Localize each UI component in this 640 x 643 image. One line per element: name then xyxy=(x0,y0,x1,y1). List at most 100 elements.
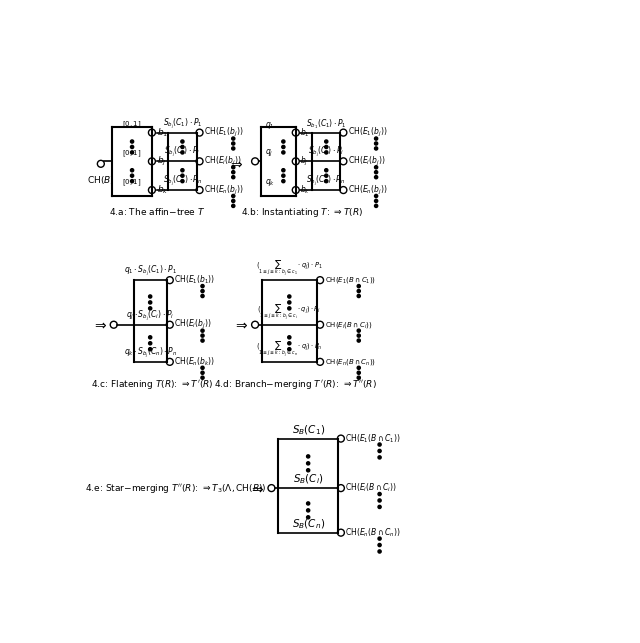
Text: $\mathrm{CH}(E_n(b_k))$: $\mathrm{CH}(E_n(b_k))$ xyxy=(174,356,215,368)
Circle shape xyxy=(282,179,285,183)
Text: $\mathrm{CH}(E_1(b_j))$: $\mathrm{CH}(E_1(b_j))$ xyxy=(348,126,387,139)
Circle shape xyxy=(232,170,235,174)
Circle shape xyxy=(307,455,310,458)
Circle shape xyxy=(282,140,285,143)
Circle shape xyxy=(201,339,204,342)
Circle shape xyxy=(378,499,381,502)
Text: $(\sum_{1\leq j\leq k\,:\,b_j\in c_n}\cdot q_j)\cdot P_n$: $(\sum_{1\leq j\leq k\,:\,b_j\in c_n}\cd… xyxy=(256,340,323,360)
Circle shape xyxy=(232,147,235,150)
Text: $(\sum_{1\leq j\leq k\,:\,b_j\in c_i}\cdot q_j)\cdot P_i$: $(\sum_{1\leq j\leq k\,:\,b_j\in c_i}\cd… xyxy=(257,303,321,323)
Text: $S_{b_j}(C_n)\cdot P_n$: $S_{b_j}(C_n)\cdot P_n$ xyxy=(163,174,202,188)
Text: $[0,1]$: $[0,1]$ xyxy=(122,120,142,130)
Circle shape xyxy=(288,307,291,310)
Text: $\mathrm{CH}(E_1(b_1))$: $\mathrm{CH}(E_1(b_1))$ xyxy=(174,274,216,286)
Text: $q_k\cdot S_{b_j}(C_n)\cdot P_n$: $q_k\cdot S_{b_j}(C_n)\cdot P_n$ xyxy=(124,345,177,360)
Circle shape xyxy=(201,289,204,293)
Text: $\mathrm{CH}(B)$: $\mathrm{CH}(B)$ xyxy=(87,174,115,186)
Text: $S_{b_j}(C_i)\cdot P_i$: $S_{b_j}(C_i)\cdot P_i$ xyxy=(308,145,344,159)
Circle shape xyxy=(374,137,378,140)
Circle shape xyxy=(232,137,235,140)
Circle shape xyxy=(357,371,360,374)
Circle shape xyxy=(131,179,134,183)
Circle shape xyxy=(324,168,328,172)
Circle shape xyxy=(324,145,328,149)
Text: $\mathrm{CH}(E_1(b_j))$: $\mathrm{CH}(E_1(b_j))$ xyxy=(205,126,244,139)
Circle shape xyxy=(288,301,291,304)
Circle shape xyxy=(324,174,328,177)
Circle shape xyxy=(201,329,204,332)
Circle shape xyxy=(378,443,381,446)
Circle shape xyxy=(324,140,328,143)
Text: 4.d: Branch$-$merging $T'(R)$: $\Rightarrow T''(R)$: 4.d: Branch$-$merging $T'(R)$: $\Rightar… xyxy=(214,377,377,391)
Text: 4.e: Star$-$merging $T''(R)$: $\Rightarrow T_3(\Lambda, \mathrm{CH}(B))$: 4.e: Star$-$merging $T''(R)$: $\Rightarr… xyxy=(85,482,267,494)
Text: $\Rightarrow$: $\Rightarrow$ xyxy=(249,481,265,495)
Text: $q_j\cdot S_{b_j}(C_i)\cdot P_i$: $q_j\cdot S_{b_j}(C_i)\cdot P_i$ xyxy=(126,308,174,323)
Text: $\mathrm{CH}(E_i(B\cap C_i))$: $\mathrm{CH}(E_i(B\cap C_i))$ xyxy=(324,320,372,330)
Circle shape xyxy=(307,469,310,472)
Text: $S_B(C_i)$: $S_B(C_i)$ xyxy=(293,473,323,486)
Circle shape xyxy=(282,145,285,149)
Circle shape xyxy=(378,493,381,496)
Text: $q_j$: $q_j$ xyxy=(264,149,273,159)
Text: $\mathrm{CH}(E_i(b_j))$: $\mathrm{CH}(E_i(b_j))$ xyxy=(174,318,212,331)
Circle shape xyxy=(131,174,134,177)
Circle shape xyxy=(232,199,235,203)
Circle shape xyxy=(131,168,134,172)
Text: $\mathrm{CH}(E_1(B\cap C_1))$: $\mathrm{CH}(E_1(B\cap C_1))$ xyxy=(324,275,376,285)
Circle shape xyxy=(374,176,378,179)
Circle shape xyxy=(232,166,235,169)
Text: $\mathrm{CH}(E_n(b_j))$: $\mathrm{CH}(E_n(b_j))$ xyxy=(205,183,244,197)
Circle shape xyxy=(357,289,360,293)
Circle shape xyxy=(324,151,328,154)
Circle shape xyxy=(201,376,204,379)
Circle shape xyxy=(378,505,381,509)
Circle shape xyxy=(131,140,134,143)
Circle shape xyxy=(282,174,285,177)
Text: $\Rightarrow$: $\Rightarrow$ xyxy=(234,318,249,332)
Text: $q_k$: $q_k$ xyxy=(264,177,275,188)
Text: $q_1$: $q_1$ xyxy=(264,120,274,131)
Circle shape xyxy=(374,204,378,208)
Text: $S_{b_j}(C_1)\cdot P_1$: $S_{b_j}(C_1)\cdot P_1$ xyxy=(163,116,202,131)
Text: $\Rightarrow$: $\Rightarrow$ xyxy=(228,157,244,171)
Circle shape xyxy=(357,334,360,337)
Circle shape xyxy=(288,341,291,345)
Text: 4.b: Instantiating $T$: $\Rightarrow T(R)$: 4.b: Instantiating $T$: $\Rightarrow T(R… xyxy=(241,206,364,219)
Text: $\Rightarrow$: $\Rightarrow$ xyxy=(92,318,108,332)
Text: $\mathrm{CH}(E_n(B\cap C_n))$: $\mathrm{CH}(E_n(B\cap C_n))$ xyxy=(324,357,376,367)
Circle shape xyxy=(181,174,184,177)
Circle shape xyxy=(374,147,378,150)
Circle shape xyxy=(357,294,360,298)
Circle shape xyxy=(181,168,184,172)
Text: $[0,1]$: $[0,1]$ xyxy=(122,149,142,159)
Text: $q_1\cdot S_{b_j}(C_1)\cdot P_1$: $q_1\cdot S_{b_j}(C_1)\cdot P_1$ xyxy=(124,264,177,278)
Circle shape xyxy=(378,550,381,553)
Text: $b_j$: $b_j$ xyxy=(157,155,167,168)
Circle shape xyxy=(357,284,360,287)
Circle shape xyxy=(378,543,381,547)
Text: $b_1$: $b_1$ xyxy=(157,127,168,139)
Circle shape xyxy=(374,199,378,203)
Circle shape xyxy=(131,145,134,149)
Circle shape xyxy=(307,502,310,505)
Circle shape xyxy=(148,348,152,351)
Circle shape xyxy=(232,194,235,197)
Text: $\mathrm{CH}(E_i(b_j))$: $\mathrm{CH}(E_i(b_j))$ xyxy=(205,155,242,168)
Circle shape xyxy=(148,295,152,298)
Circle shape xyxy=(374,166,378,169)
Circle shape xyxy=(288,295,291,298)
Text: $S_{b_j}(C_n)\cdot P_n$: $S_{b_j}(C_n)\cdot P_n$ xyxy=(307,174,346,188)
Circle shape xyxy=(232,142,235,145)
Text: $b_k$: $b_k$ xyxy=(157,184,169,196)
Circle shape xyxy=(357,376,360,379)
Circle shape xyxy=(148,301,152,304)
Text: $b_1$: $b_1$ xyxy=(300,127,310,139)
Text: $\mathrm{CH}(E_i(b_j))$: $\mathrm{CH}(E_i(b_j))$ xyxy=(348,155,385,168)
Circle shape xyxy=(378,537,381,540)
Circle shape xyxy=(131,151,134,154)
Circle shape xyxy=(357,329,360,332)
Circle shape xyxy=(288,348,291,351)
Text: $\mathrm{CH}(E_i(B\cap C_i))$: $\mathrm{CH}(E_i(B\cap C_i))$ xyxy=(346,482,397,494)
Text: 4.c: Flatening $T(R)$: $\Rightarrow T'(R)$: 4.c: Flatening $T(R)$: $\Rightarrow T'(R… xyxy=(91,377,213,391)
Circle shape xyxy=(181,140,184,143)
